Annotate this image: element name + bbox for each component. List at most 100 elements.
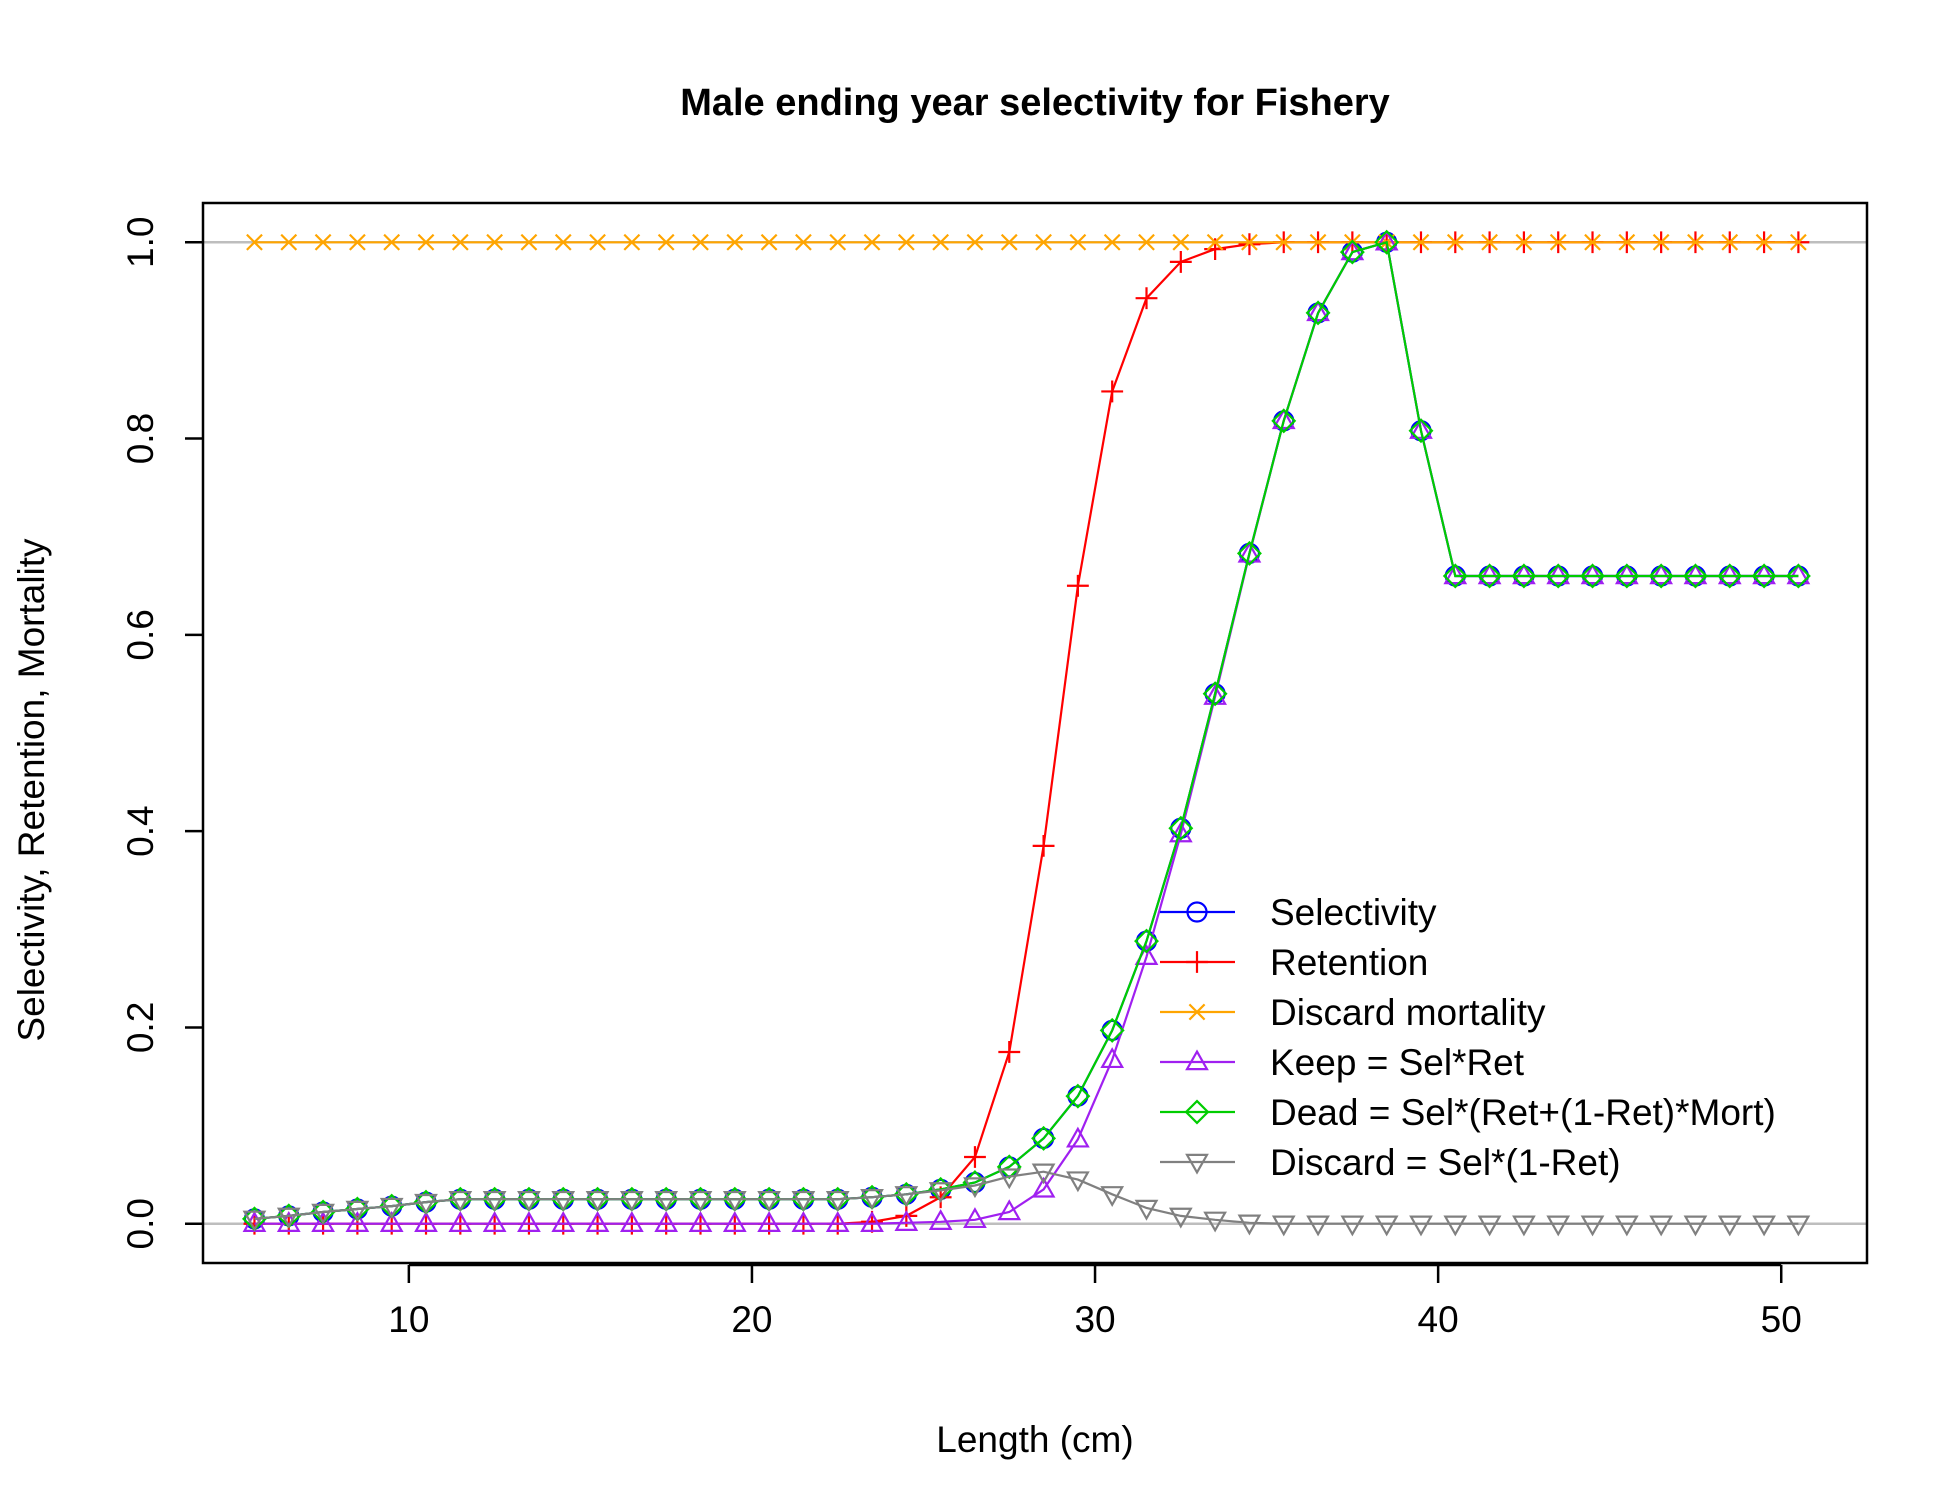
- triangle-up-marker: [1614, 563, 1639, 585]
- series-diamond: [241, 229, 1811, 1232]
- triangle-up-marker: [379, 1211, 404, 1232]
- triangle-down-marker: [414, 1193, 438, 1215]
- triangle-down-marker: [1100, 1186, 1125, 1207]
- legend-label: Keep = Sel*Ret: [1270, 1042, 1525, 1083]
- cross-marker: [349, 233, 366, 251]
- series-line: [254, 240, 1799, 1220]
- triangle-up-marker: [620, 1211, 644, 1232]
- triangle-up-marker: [1546, 563, 1571, 585]
- y-tick-label: 1.0: [120, 217, 161, 268]
- triangle-up-marker: [825, 1211, 850, 1232]
- cross-marker: [829, 233, 847, 251]
- triangle-up-marker: [1100, 1047, 1125, 1069]
- triangle-down-marker: [1786, 1215, 1811, 1237]
- cross-marker: [1790, 233, 1807, 251]
- triangle-down-marker: [448, 1190, 473, 1212]
- legend-label: Dead = Sel*(Ret+(1-Ret)*Mort): [1270, 1092, 1776, 1133]
- plus-marker: [1186, 951, 1208, 973]
- triangle-down-marker: [1649, 1215, 1674, 1237]
- cross-marker: [897, 233, 915, 251]
- triangle-down-marker: [1614, 1215, 1639, 1237]
- triangle-down-marker: [1752, 1215, 1776, 1237]
- diamond-marker: [1580, 563, 1606, 589]
- triangle-down-marker: [1031, 1163, 1056, 1185]
- triangle-down-marker: [242, 1210, 267, 1232]
- legend: Selectivity Retention Discard mortality Kee…: [1160, 892, 1776, 1183]
- triangle-up-marker: [551, 1211, 576, 1232]
- diamond-marker: [1271, 408, 1297, 434]
- triangle-up-marker: [482, 1211, 507, 1232]
- plus-marker: [1135, 287, 1158, 310]
- triangle-down-marker: [688, 1190, 713, 1212]
- cross-marker: [1138, 233, 1155, 251]
- diamond-marker: [1339, 239, 1365, 265]
- triangle-down-marker: [1168, 1207, 1193, 1229]
- plus-marker: [964, 1146, 986, 1168]
- triangle-down-marker: [1340, 1215, 1365, 1237]
- triangle-up-marker: [963, 1207, 987, 1229]
- triangle-up-marker: [1185, 1049, 1209, 1071]
- cross-marker: [1446, 233, 1464, 251]
- triangle-down-marker: [1477, 1215, 1502, 1237]
- triangle-down-marker: [311, 1203, 335, 1225]
- triangle-down-marker: [1134, 1199, 1159, 1221]
- x-tick-label: 30: [1074, 1299, 1115, 1340]
- legend-item: Discard = Sel*(1-Ret): [1160, 1142, 1621, 1183]
- triangle-up-marker: [688, 1211, 713, 1232]
- cross-marker: [1188, 1003, 1206, 1021]
- cross-marker: [554, 233, 572, 251]
- diamond-marker: [1442, 563, 1468, 589]
- series-triangle-down: [242, 1163, 1811, 1237]
- triangle-down-marker: [791, 1190, 816, 1212]
- triangle-up-marker: [1717, 563, 1742, 585]
- cross-marker: [692, 233, 709, 251]
- series-line: [254, 241, 1799, 1225]
- series-layer: [241, 229, 1811, 1237]
- triangle-down-marker: [379, 1197, 404, 1219]
- diamond-marker: [1305, 300, 1331, 326]
- cross-marker: [1755, 233, 1773, 251]
- diamond-marker: [1545, 563, 1571, 589]
- triangle-down-marker: [860, 1189, 884, 1210]
- plus-marker: [1066, 574, 1089, 597]
- triangle-up-marker: [1237, 541, 1262, 563]
- triangle-up-marker: [1786, 563, 1811, 585]
- triangle-up-marker: [1168, 821, 1193, 843]
- cross-marker: [246, 233, 263, 251]
- triangle-up-marker: [860, 1211, 884, 1232]
- triangle-up-marker: [448, 1211, 473, 1232]
- diamond-marker: [1168, 815, 1194, 841]
- cross-marker: [623, 233, 641, 251]
- cross-marker: [1481, 233, 1498, 251]
- triangle-down-marker: [551, 1190, 576, 1212]
- cross-marker: [486, 233, 504, 251]
- cross-marker: [1000, 233, 1018, 251]
- x-tick-label: 10: [388, 1299, 429, 1340]
- triangle-down-marker: [345, 1200, 370, 1222]
- triangle-down-marker: [276, 1207, 301, 1229]
- triangle-up-marker: [1306, 300, 1330, 322]
- legend-item: Discard mortality: [1160, 992, 1546, 1033]
- cross-marker: [589, 233, 606, 251]
- triangle-down-marker: [1512, 1215, 1536, 1237]
- triangle-up-marker: [654, 1211, 679, 1232]
- plus-marker: [1032, 834, 1055, 857]
- cross-marker: [966, 233, 984, 251]
- triangle-down-marker: [654, 1190, 679, 1212]
- cross-marker: [1515, 233, 1533, 251]
- plus-marker: [1101, 380, 1124, 403]
- cross-marker: [863, 233, 881, 251]
- x-tick-label: 50: [1761, 1299, 1802, 1340]
- triangle-down-marker: [1717, 1215, 1742, 1237]
- triangle-down-marker: [1066, 1171, 1090, 1193]
- series-line: [254, 240, 1799, 1225]
- diamond-marker: [1099, 1017, 1125, 1043]
- cross-marker: [383, 233, 401, 251]
- series-line: [254, 1170, 1799, 1225]
- diamond-marker: [1717, 563, 1743, 589]
- y-tick-label: 0.4: [120, 805, 161, 856]
- series-plus: [243, 231, 1810, 1235]
- diamond-marker: [1477, 563, 1503, 589]
- series-line: [254, 240, 1799, 1220]
- x-tick-label: 40: [1418, 1299, 1459, 1340]
